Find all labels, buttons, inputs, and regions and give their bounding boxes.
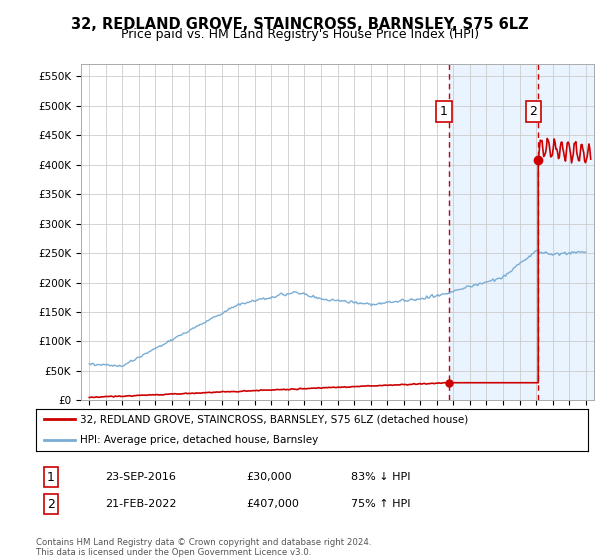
Text: 32, REDLAND GROVE, STAINCROSS, BARNSLEY, S75 6LZ: 32, REDLAND GROVE, STAINCROSS, BARNSLEY,… (71, 17, 529, 32)
Text: 2: 2 (529, 105, 537, 118)
Text: Contains HM Land Registry data © Crown copyright and database right 2024.
This d: Contains HM Land Registry data © Crown c… (36, 538, 371, 557)
Text: 75% ↑ HPI: 75% ↑ HPI (351, 499, 410, 509)
Text: 21-FEB-2022: 21-FEB-2022 (105, 499, 176, 509)
Text: 32, REDLAND GROVE, STAINCROSS, BARNSLEY, S75 6LZ (detached house): 32, REDLAND GROVE, STAINCROSS, BARNSLEY,… (80, 414, 469, 424)
Text: 23-SEP-2016: 23-SEP-2016 (105, 472, 176, 482)
Text: £407,000: £407,000 (246, 499, 299, 509)
Text: HPI: Average price, detached house, Barnsley: HPI: Average price, detached house, Barn… (80, 435, 319, 445)
Text: 1: 1 (440, 105, 448, 118)
Text: Price paid vs. HM Land Registry's House Price Index (HPI): Price paid vs. HM Land Registry's House … (121, 28, 479, 41)
Text: 83% ↓ HPI: 83% ↓ HPI (351, 472, 410, 482)
Bar (449, 64, 594, 400)
Text: £30,000: £30,000 (246, 472, 292, 482)
Text: 1: 1 (47, 470, 55, 484)
Text: 2: 2 (47, 497, 55, 511)
